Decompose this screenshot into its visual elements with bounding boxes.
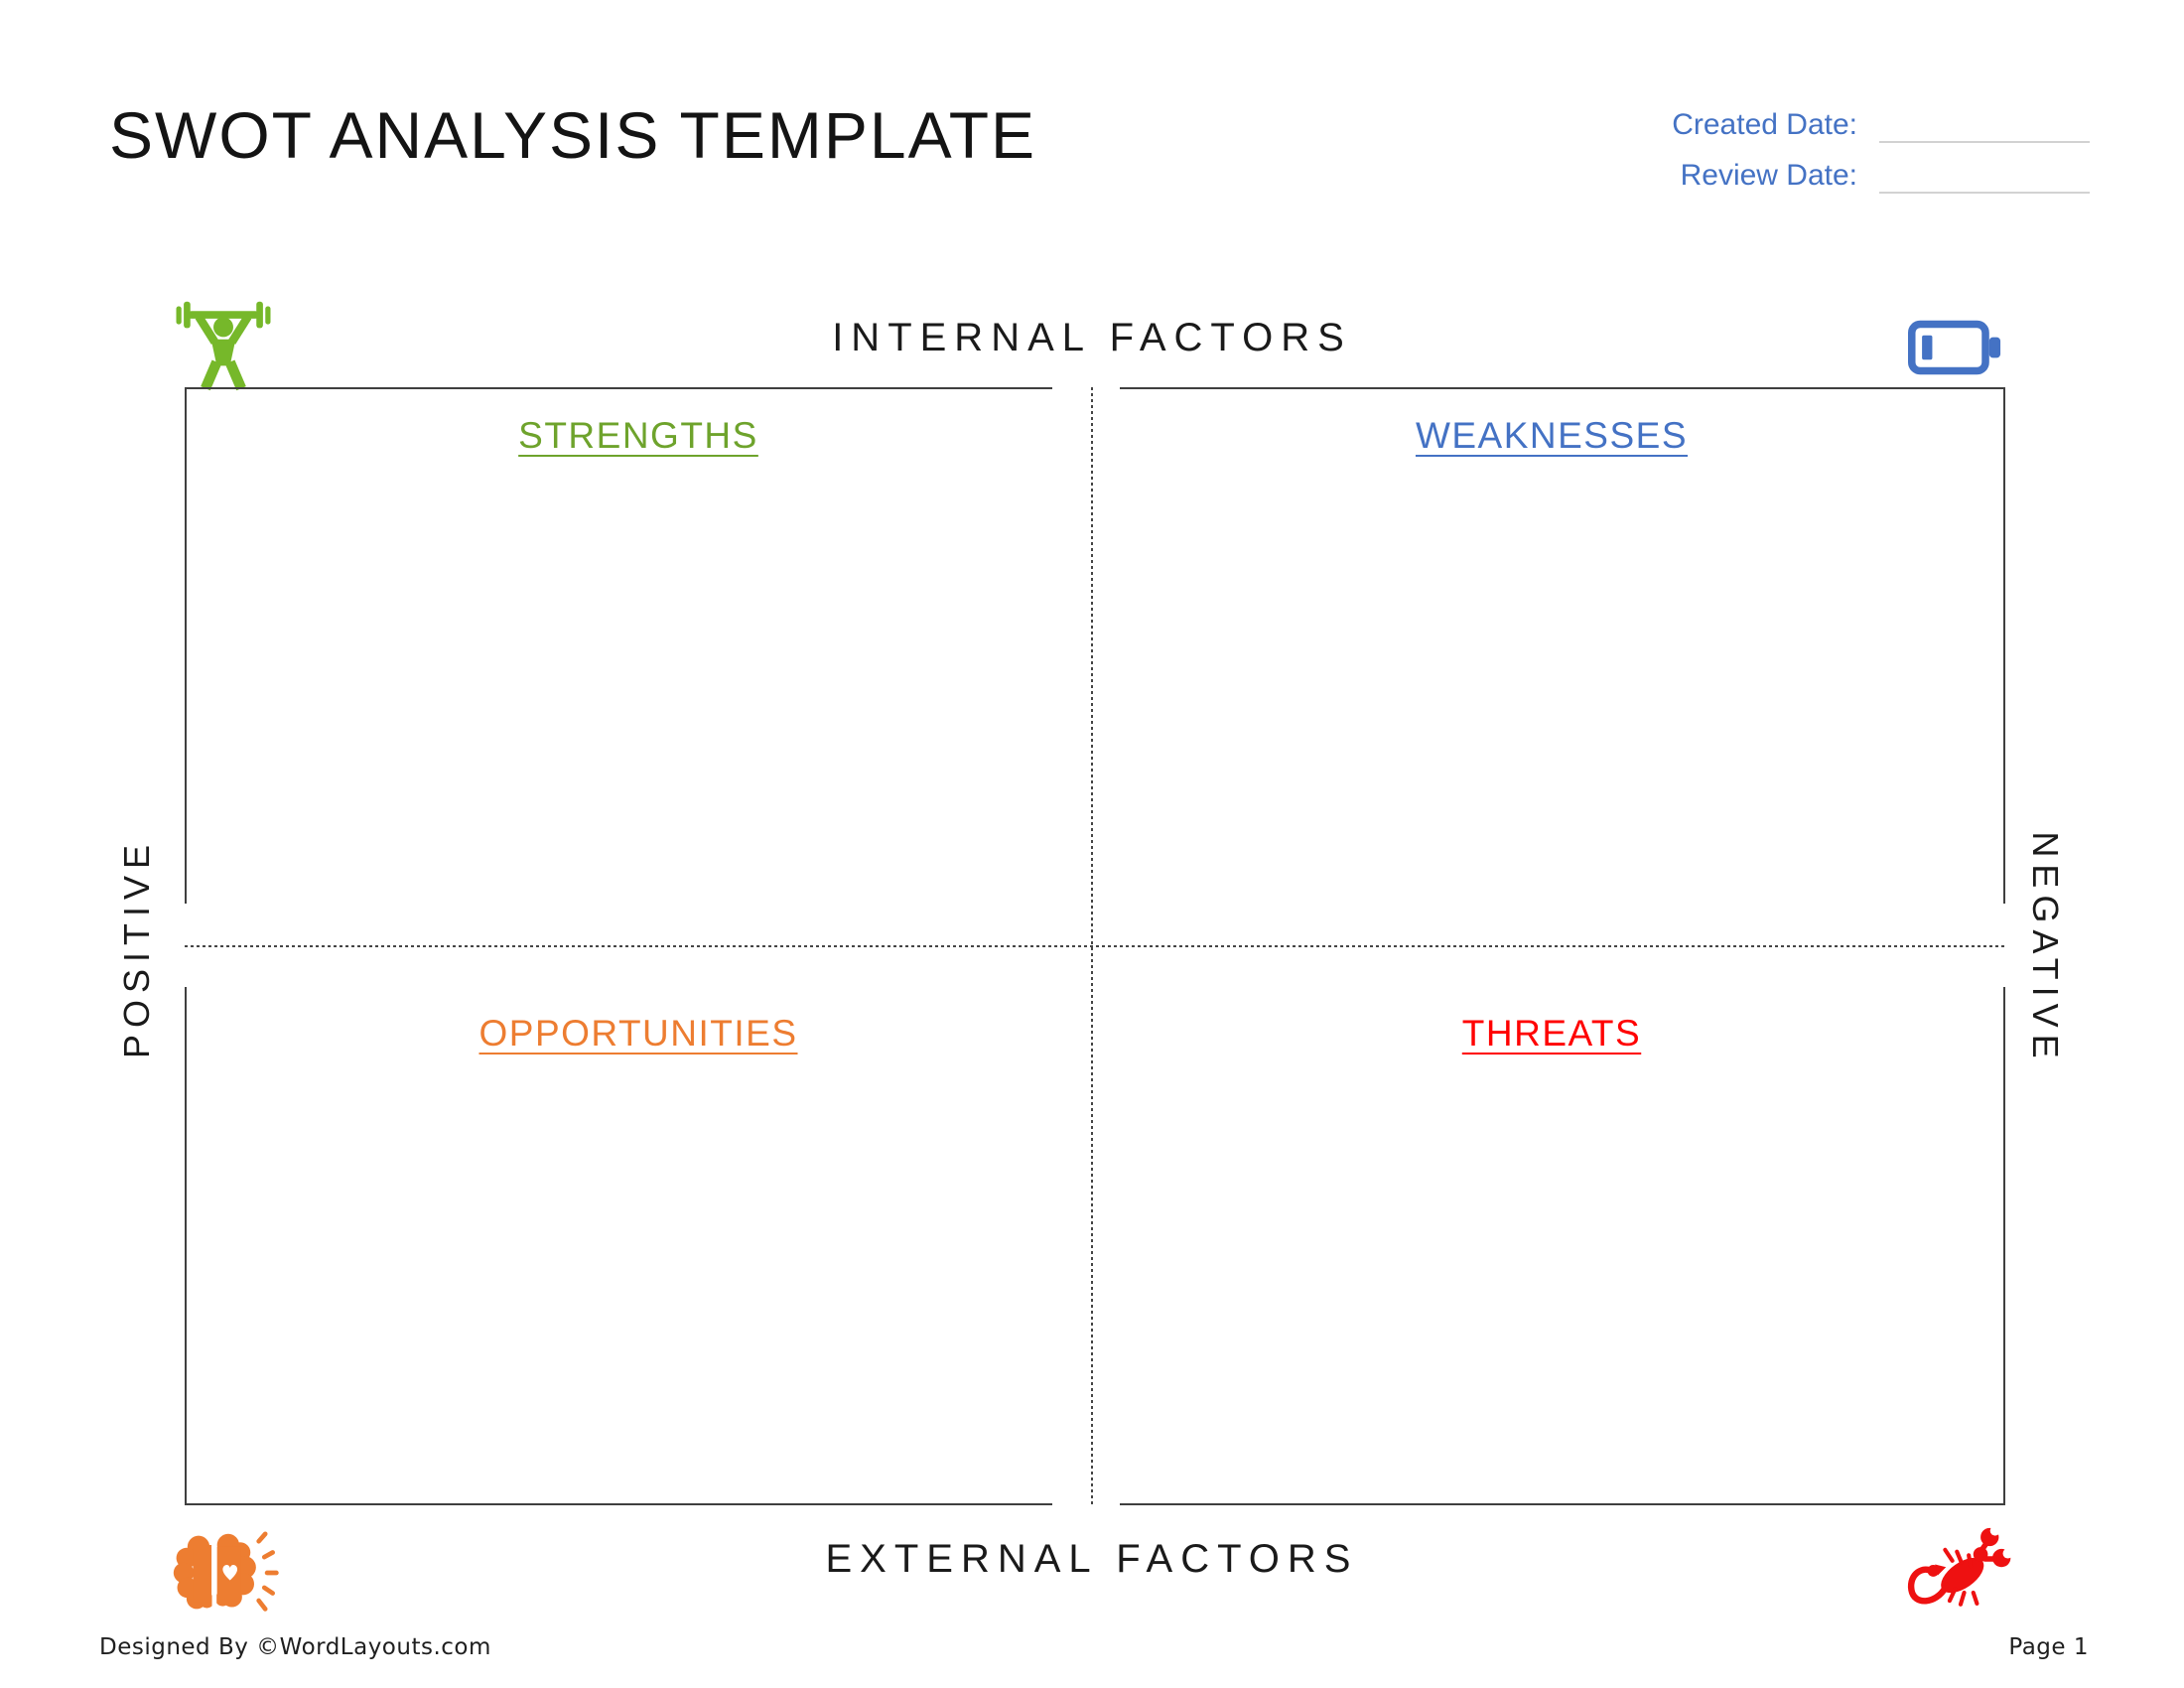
border-bottom-right-segment: [1120, 1503, 2005, 1505]
created-date-label: Created Date:: [1672, 108, 1857, 141]
page-title: SWOT ANALYSIS TEMPLATE: [109, 98, 1037, 172]
threats-quadrant: THREATS: [1100, 949, 2003, 1503]
opportunities-content-area[interactable]: [201, 1045, 1076, 1493]
border-top-left-segment: [185, 387, 1052, 389]
date-block: Created Date: Review Date:: [1672, 103, 2090, 205]
review-date-label: Review Date:: [1680, 159, 1857, 192]
weaknesses-quadrant: WEAKNESSES: [1100, 389, 2003, 943]
border-top-right-segment: [1120, 387, 2005, 389]
opportunities-heading: OPPORTUNITIES: [478, 1013, 798, 1054]
swot-grid: STRENGTHS WEAKNESSES OPPORTUNITIES THREA…: [185, 387, 2005, 1505]
created-date-row: Created Date:: [1672, 103, 2090, 143]
review-date-input[interactable]: [1879, 158, 2090, 194]
external-factors-label: EXTERNAL FACTORS: [825, 1537, 1359, 1581]
border-bottom-left-segment: [185, 1503, 1052, 1505]
created-date-input[interactable]: [1879, 107, 2090, 143]
weaknesses-content-area[interactable]: [1114, 485, 1989, 933]
designer-credit: Designed By ©WordLayouts.com: [99, 1634, 491, 1660]
strengths-heading: STRENGTHS: [518, 415, 758, 456]
low-battery-icon: [1908, 316, 2001, 379]
internal-factors-label: INTERNAL FACTORS: [832, 316, 1352, 359]
positive-axis-label: POSITIVE: [116, 837, 157, 1059]
center-horizontal-divider: [185, 945, 2005, 947]
review-date-row: Review Date:: [1672, 154, 2090, 194]
strengths-content-area[interactable]: [201, 485, 1076, 933]
border-left-bottom-segment: [185, 987, 187, 1505]
border-right-bottom-segment: [2003, 987, 2005, 1505]
negative-axis-label: NEGATIVE: [2025, 831, 2066, 1065]
border-right-top-segment: [2003, 387, 2005, 904]
opportunities-quadrant: OPPORTUNITIES: [187, 949, 1090, 1503]
brain-heart-icon: [171, 1525, 282, 1620]
threats-heading: THREATS: [1461, 1013, 1642, 1054]
weightlifter-icon: [175, 298, 272, 392]
border-left-top-segment: [185, 387, 187, 904]
strengths-quadrant: STRENGTHS: [187, 389, 1090, 943]
threats-content-area[interactable]: [1114, 1045, 1989, 1493]
page-number: Page 1: [2008, 1634, 2089, 1660]
scorpion-icon: [1902, 1515, 2017, 1624]
weaknesses-heading: WEAKNESSES: [1415, 415, 1689, 456]
